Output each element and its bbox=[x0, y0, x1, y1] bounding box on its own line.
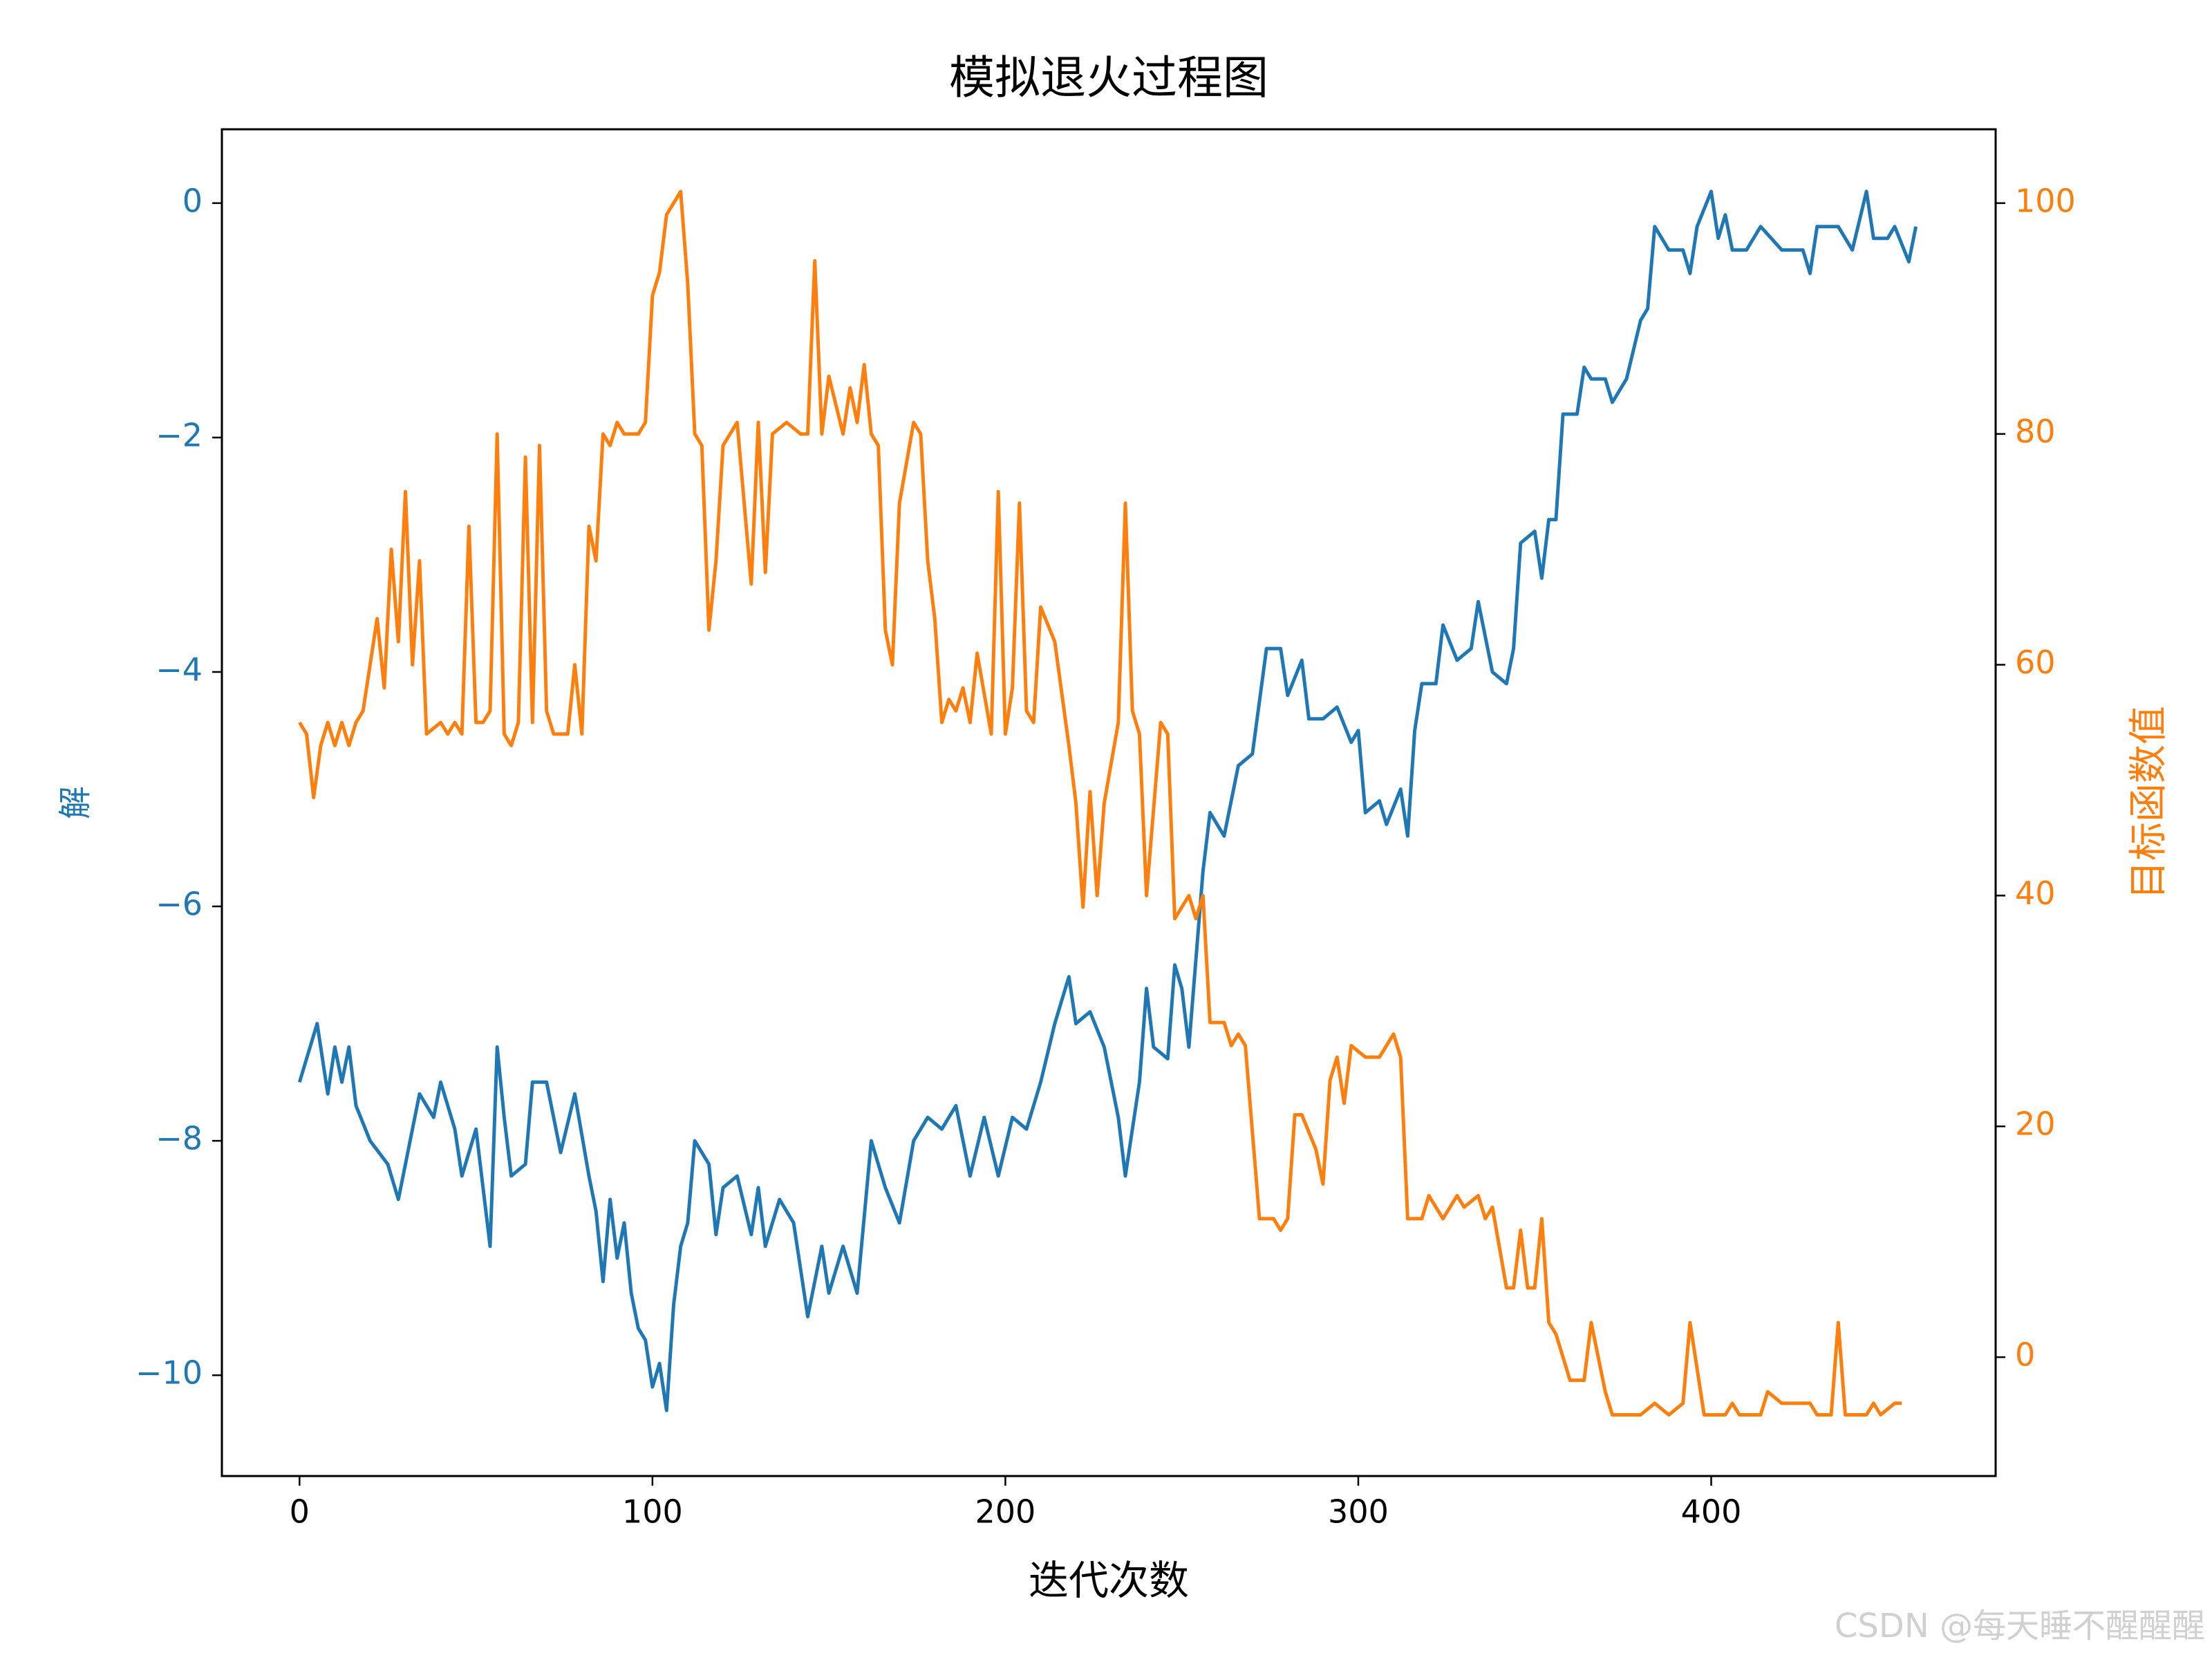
x-tick-label: 300 bbox=[1328, 1493, 1389, 1531]
y-tick-label: −8 bbox=[156, 1120, 203, 1157]
y-tick-label: −6 bbox=[156, 886, 203, 923]
x-axis-label: 迭代次数 bbox=[1029, 1557, 1189, 1604]
y2-tick-label: 60 bbox=[2015, 644, 2056, 681]
y-tick-label: −4 bbox=[156, 651, 203, 688]
y-tick-label: −2 bbox=[156, 416, 203, 454]
y2-tick-label: 100 bbox=[2015, 182, 2076, 219]
watermark: CSDN @每天睡不醒醒醒 bbox=[1835, 1607, 2205, 1645]
y-tick-label: −10 bbox=[135, 1354, 203, 1392]
line-series bbox=[297, 189, 1918, 1412]
y2-tick-label: 0 bbox=[2015, 1336, 2035, 1374]
plot-frame bbox=[221, 128, 1997, 1477]
x-tick-label: 100 bbox=[622, 1493, 683, 1531]
y-tick-label: 0 bbox=[182, 182, 203, 219]
x-tick-label: 200 bbox=[975, 1493, 1036, 1531]
line-series bbox=[298, 189, 1902, 1417]
y2-tick-label: 80 bbox=[2015, 413, 2056, 450]
y2-tick-label: 40 bbox=[2015, 875, 2056, 912]
chart-title: 模拟退火过程图 bbox=[949, 51, 1268, 104]
y2-tick-label: 20 bbox=[2015, 1105, 2056, 1143]
y-axis-label: 解 bbox=[56, 786, 95, 819]
y2-axis-label: 目标函数值 bbox=[2126, 706, 2171, 899]
x-tick-label: 0 bbox=[290, 1493, 310, 1531]
x-tick-label: 400 bbox=[1681, 1493, 1742, 1531]
